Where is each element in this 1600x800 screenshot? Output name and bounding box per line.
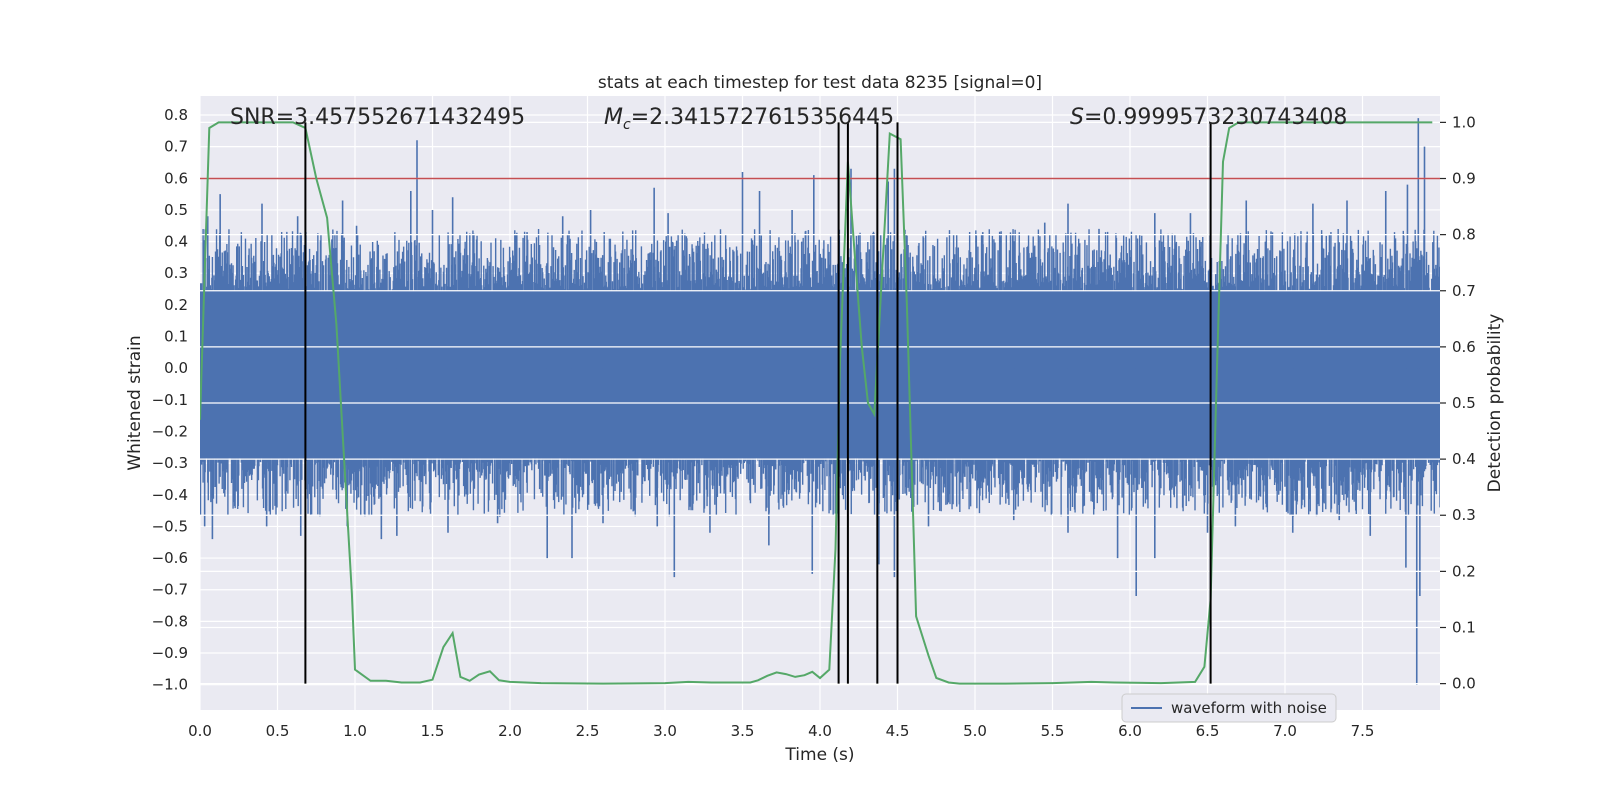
legend: waveform with noise <box>1121 693 1337 723</box>
y2-tick-label: 0.8 <box>1452 226 1476 244</box>
y-tick-label: 0.0 <box>164 359 188 377</box>
score-value: =0.9999573230743408 <box>1084 105 1347 130</box>
y-tick-label: 0.7 <box>164 138 188 156</box>
y-axis-label: Whitened strain <box>125 335 145 470</box>
x-tick-label: 2.0 <box>498 722 522 740</box>
y-tick-label: 0.5 <box>164 201 188 219</box>
score-annotation: S=0.9999573230743408 <box>1070 105 1347 130</box>
legend-label: waveform with noise <box>1171 699 1327 717</box>
y-tick-label: 0.8 <box>164 106 188 124</box>
y2-tick-label: 0.6 <box>1452 338 1476 356</box>
right-y-axis-label: Detection probability <box>1485 314 1505 493</box>
y-tick-label: 0.6 <box>164 169 188 187</box>
chirp-mass-subscript: c <box>623 117 631 133</box>
y-axis-ticks: 0.8 0.7 0.6 0.5 0.4 0.3 0.2 0.1 0.0 −0.1 −0.2 −0.3 −… <box>152 106 188 694</box>
y-tick-label: −0.7 <box>152 581 188 599</box>
chart-title: stats at each timestep for test data 823… <box>598 73 1042 93</box>
y2-tick-label: 0.0 <box>1452 675 1476 693</box>
legend-box <box>1121 693 1337 723</box>
y-tick-label: −0.2 <box>152 422 188 440</box>
y2-tick-label: 1.0 <box>1452 113 1476 131</box>
x-tick-label: 2.5 <box>576 722 600 740</box>
waveform-core-band <box>200 290 1440 459</box>
x-axis-label: Time (s) <box>784 745 854 765</box>
chirp-mass-annotation: Mc=2.3415727615356445 <box>604 105 894 133</box>
x-tick-label: 3.0 <box>653 722 677 740</box>
x-tick-label: 6.5 <box>1196 722 1220 740</box>
y-tick-label: −0.1 <box>152 391 188 409</box>
score-symbol: S <box>1070 105 1084 130</box>
x-axis-ticks: 0.0 0.5 1.0 1.5 2.0 2.5 3.0 3.5 4.0 4.5 5.0 5.5 6.0 6… <box>188 722 1374 740</box>
x-tick-label: 7.0 <box>1273 722 1297 740</box>
y-tick-label: −0.4 <box>152 486 188 504</box>
chirp-mass-symbol: M <box>604 105 623 130</box>
x-tick-label: 4.5 <box>886 722 910 740</box>
x-tick-label: 0.0 <box>188 722 212 740</box>
y2-tick-label: 0.2 <box>1452 562 1476 580</box>
y2-tick-label: 0.5 <box>1452 394 1476 412</box>
right-y-axis-ticks: 1.0 0.9 0.8 0.7 0.6 0.5 0.4 0.3 0.2 0.1 0.0 <box>1440 113 1476 693</box>
y2-tick-label: 0.1 <box>1452 618 1476 636</box>
x-tick-label: 1.5 <box>421 722 445 740</box>
y2-tick-label: 0.4 <box>1452 450 1476 468</box>
plot-content <box>200 118 1440 685</box>
y-tick-label: 0.1 <box>164 328 188 346</box>
y-tick-label: 0.2 <box>164 296 188 314</box>
x-tick-label: 4.0 <box>808 722 832 740</box>
x-tick-label: 0.5 <box>266 722 290 740</box>
y2-tick-label: 0.3 <box>1452 506 1476 524</box>
snr-annotation: SNR=3.457552671432495 <box>230 105 525 130</box>
x-tick-label: 7.5 <box>1351 722 1375 740</box>
chirp-mass-value: =2.3415727615356445 <box>631 105 894 130</box>
y-tick-label: −0.8 <box>152 612 188 630</box>
y-tick-label: 0.3 <box>164 264 188 282</box>
y-tick-label: 0.4 <box>164 233 188 251</box>
x-tick-label: 1.0 <box>343 722 367 740</box>
y-tick-label: −0.3 <box>152 454 188 472</box>
x-tick-label: 5.0 <box>963 722 987 740</box>
y2-tick-label: 0.9 <box>1452 170 1476 188</box>
x-tick-label: 6.0 <box>1118 722 1142 740</box>
y-tick-label: −1.0 <box>152 676 188 694</box>
y-tick-label: −0.9 <box>152 644 188 662</box>
y-tick-label: −0.6 <box>152 549 188 567</box>
y-tick-label: −0.5 <box>152 517 188 535</box>
y2-tick-label: 0.7 <box>1452 282 1476 300</box>
detection-probability-series <box>200 121 1433 685</box>
x-tick-label: 3.5 <box>731 722 755 740</box>
x-tick-label: 5.5 <box>1041 722 1065 740</box>
